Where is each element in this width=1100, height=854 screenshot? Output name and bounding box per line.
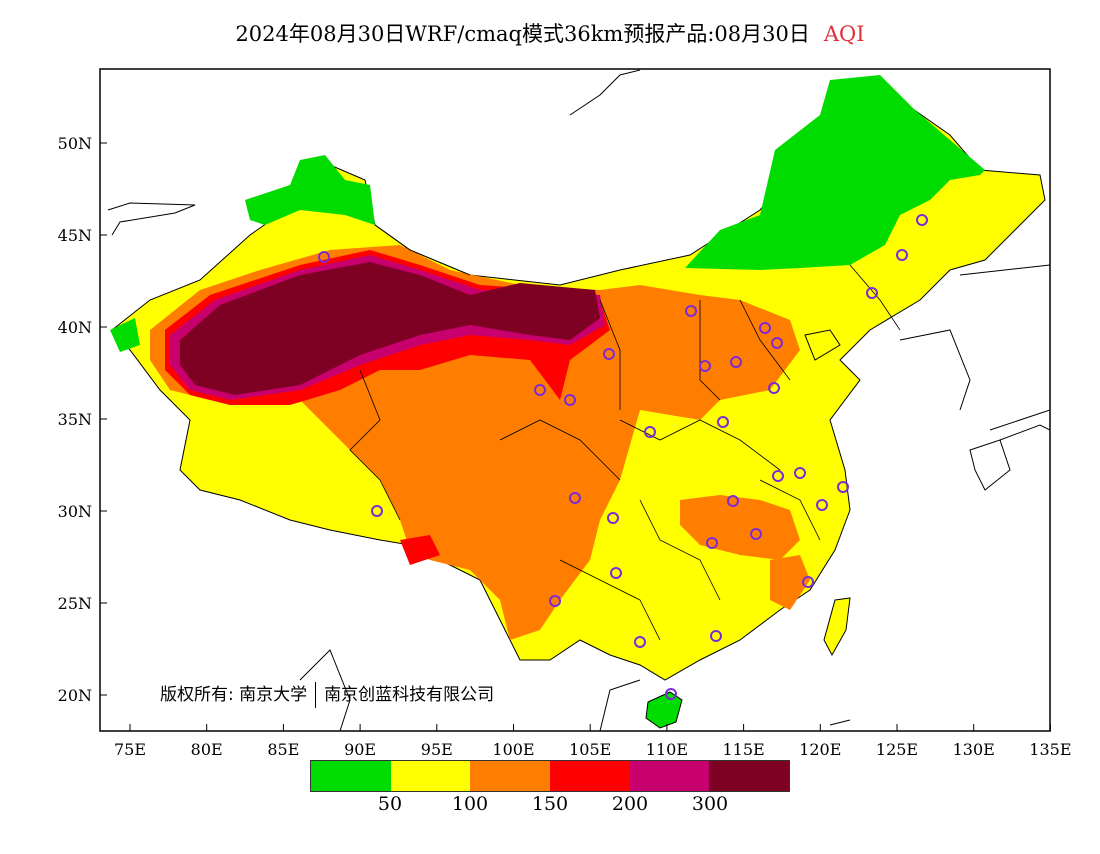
- station-marker: [768, 382, 780, 394]
- lat-tick-label: 25N: [58, 594, 92, 613]
- station-marker: [759, 322, 771, 334]
- station-marker: [699, 360, 711, 372]
- lon-tick-label: 75E: [114, 740, 146, 759]
- lat-tick-label: 35N: [58, 410, 92, 429]
- station-marker: [802, 576, 814, 588]
- copyright-org2: 南京创蓝科技有限公司: [324, 685, 495, 705]
- station-marker: [866, 287, 878, 299]
- lat-tick-label: 30N: [58, 502, 92, 521]
- station-marker: [916, 214, 928, 226]
- zone-usg-southeast: [680, 495, 800, 560]
- station-marker: [607, 512, 619, 524]
- zone-hazardous: [180, 262, 600, 395]
- lat-tick-label: 50N: [58, 134, 92, 153]
- zone-good-west: [110, 318, 140, 352]
- station-markers: [318, 214, 928, 700]
- lon-tick-label: 95E: [421, 740, 453, 759]
- station-marker: [610, 567, 622, 579]
- station-marker: [634, 636, 646, 648]
- station-marker: [706, 537, 718, 549]
- province-boundaries: [349, 224, 901, 641]
- station-marker: [318, 251, 330, 263]
- station-marker: [665, 688, 677, 700]
- legend-label: 300: [691, 793, 729, 815]
- legend-label: 200: [611, 793, 649, 815]
- lon-tick-label: 80E: [191, 740, 223, 759]
- legend-color-bin: [311, 761, 391, 791]
- station-marker: [816, 499, 828, 511]
- station-marker: [750, 528, 762, 540]
- lat-tick-label: 40N: [58, 318, 92, 337]
- lon-tick-label: 130E: [953, 740, 995, 759]
- lat-tick-label: 20N: [58, 686, 92, 705]
- zone-good-northwest: [245, 155, 375, 225]
- lon-tick-label: 120E: [799, 740, 841, 759]
- legend-color-bin: [470, 761, 551, 791]
- copyright-note: 版权所有: 南京大学 南京创蓝科技有限公司: [160, 680, 494, 708]
- station-marker: [371, 505, 383, 517]
- lon-tick-label: 85E: [267, 740, 299, 759]
- station-marker: [564, 394, 576, 406]
- lon-tick-label: 105E: [569, 740, 611, 759]
- station-marker: [730, 356, 742, 368]
- taiwan-island: [823, 597, 851, 657]
- station-marker: [771, 337, 783, 349]
- legend-label: 150: [531, 793, 569, 815]
- lon-tick-label: 135E: [1029, 740, 1071, 759]
- station-marker: [727, 495, 739, 507]
- aqi-field: [107, 69, 1050, 731]
- map-frame: [99, 68, 1051, 732]
- station-marker: [644, 426, 656, 438]
- lon-tick-label: 115E: [722, 740, 764, 759]
- copyright-org1: 南京大学: [239, 685, 308, 705]
- copyright-label: 版权所有:: [160, 685, 234, 705]
- lat-tick-label: 45N: [58, 226, 92, 245]
- station-marker: [549, 595, 561, 607]
- station-marker: [534, 384, 546, 396]
- coastlines: [107, 69, 1050, 731]
- station-marker: [710, 630, 722, 642]
- lon-tick-label: 90E: [344, 740, 376, 759]
- station-marker: [794, 467, 806, 479]
- station-marker: [717, 416, 729, 428]
- hainan-island: [645, 691, 683, 729]
- latitude-axis: 50N 45N 40N 35N 30N 25N 20N: [58, 134, 107, 705]
- zone-good-northeast: [685, 75, 985, 270]
- station-marker: [569, 492, 581, 504]
- station-marker: [603, 348, 615, 360]
- longitude-axis: 75E 80E 85E 90E 95E 100E 105E 110E 115E 120E 125E 1…: [114, 724, 1072, 759]
- legend-color-bin: [390, 761, 471, 791]
- lon-tick-label: 110E: [646, 740, 688, 759]
- copyright-separator: [315, 682, 317, 708]
- station-marker: [837, 481, 849, 493]
- legend-label: 50: [377, 793, 403, 815]
- zone-unhealthy-south: [400, 535, 440, 565]
- title-variable: AQI: [823, 22, 865, 46]
- zone-usg-coast: [770, 555, 810, 610]
- legend-label: 100: [451, 793, 489, 815]
- aqi-color-legend: [310, 760, 790, 792]
- station-marker: [896, 249, 908, 261]
- station-marker: [772, 470, 784, 482]
- lon-tick-label: 100E: [492, 740, 534, 759]
- legend-color-bin: [629, 761, 710, 791]
- title-main: 2024年08月30日WRF/cmaq模式36km预报产品:08月30日: [235, 22, 810, 46]
- map-title: 2024年08月30日WRF/cmaq模式36km预报产品:08月30日 AQI: [0, 18, 1100, 48]
- legend-color-bin: [709, 761, 790, 791]
- station-marker: [685, 305, 697, 317]
- legend-color-bin: [550, 761, 630, 791]
- lon-tick-label: 125E: [876, 740, 918, 759]
